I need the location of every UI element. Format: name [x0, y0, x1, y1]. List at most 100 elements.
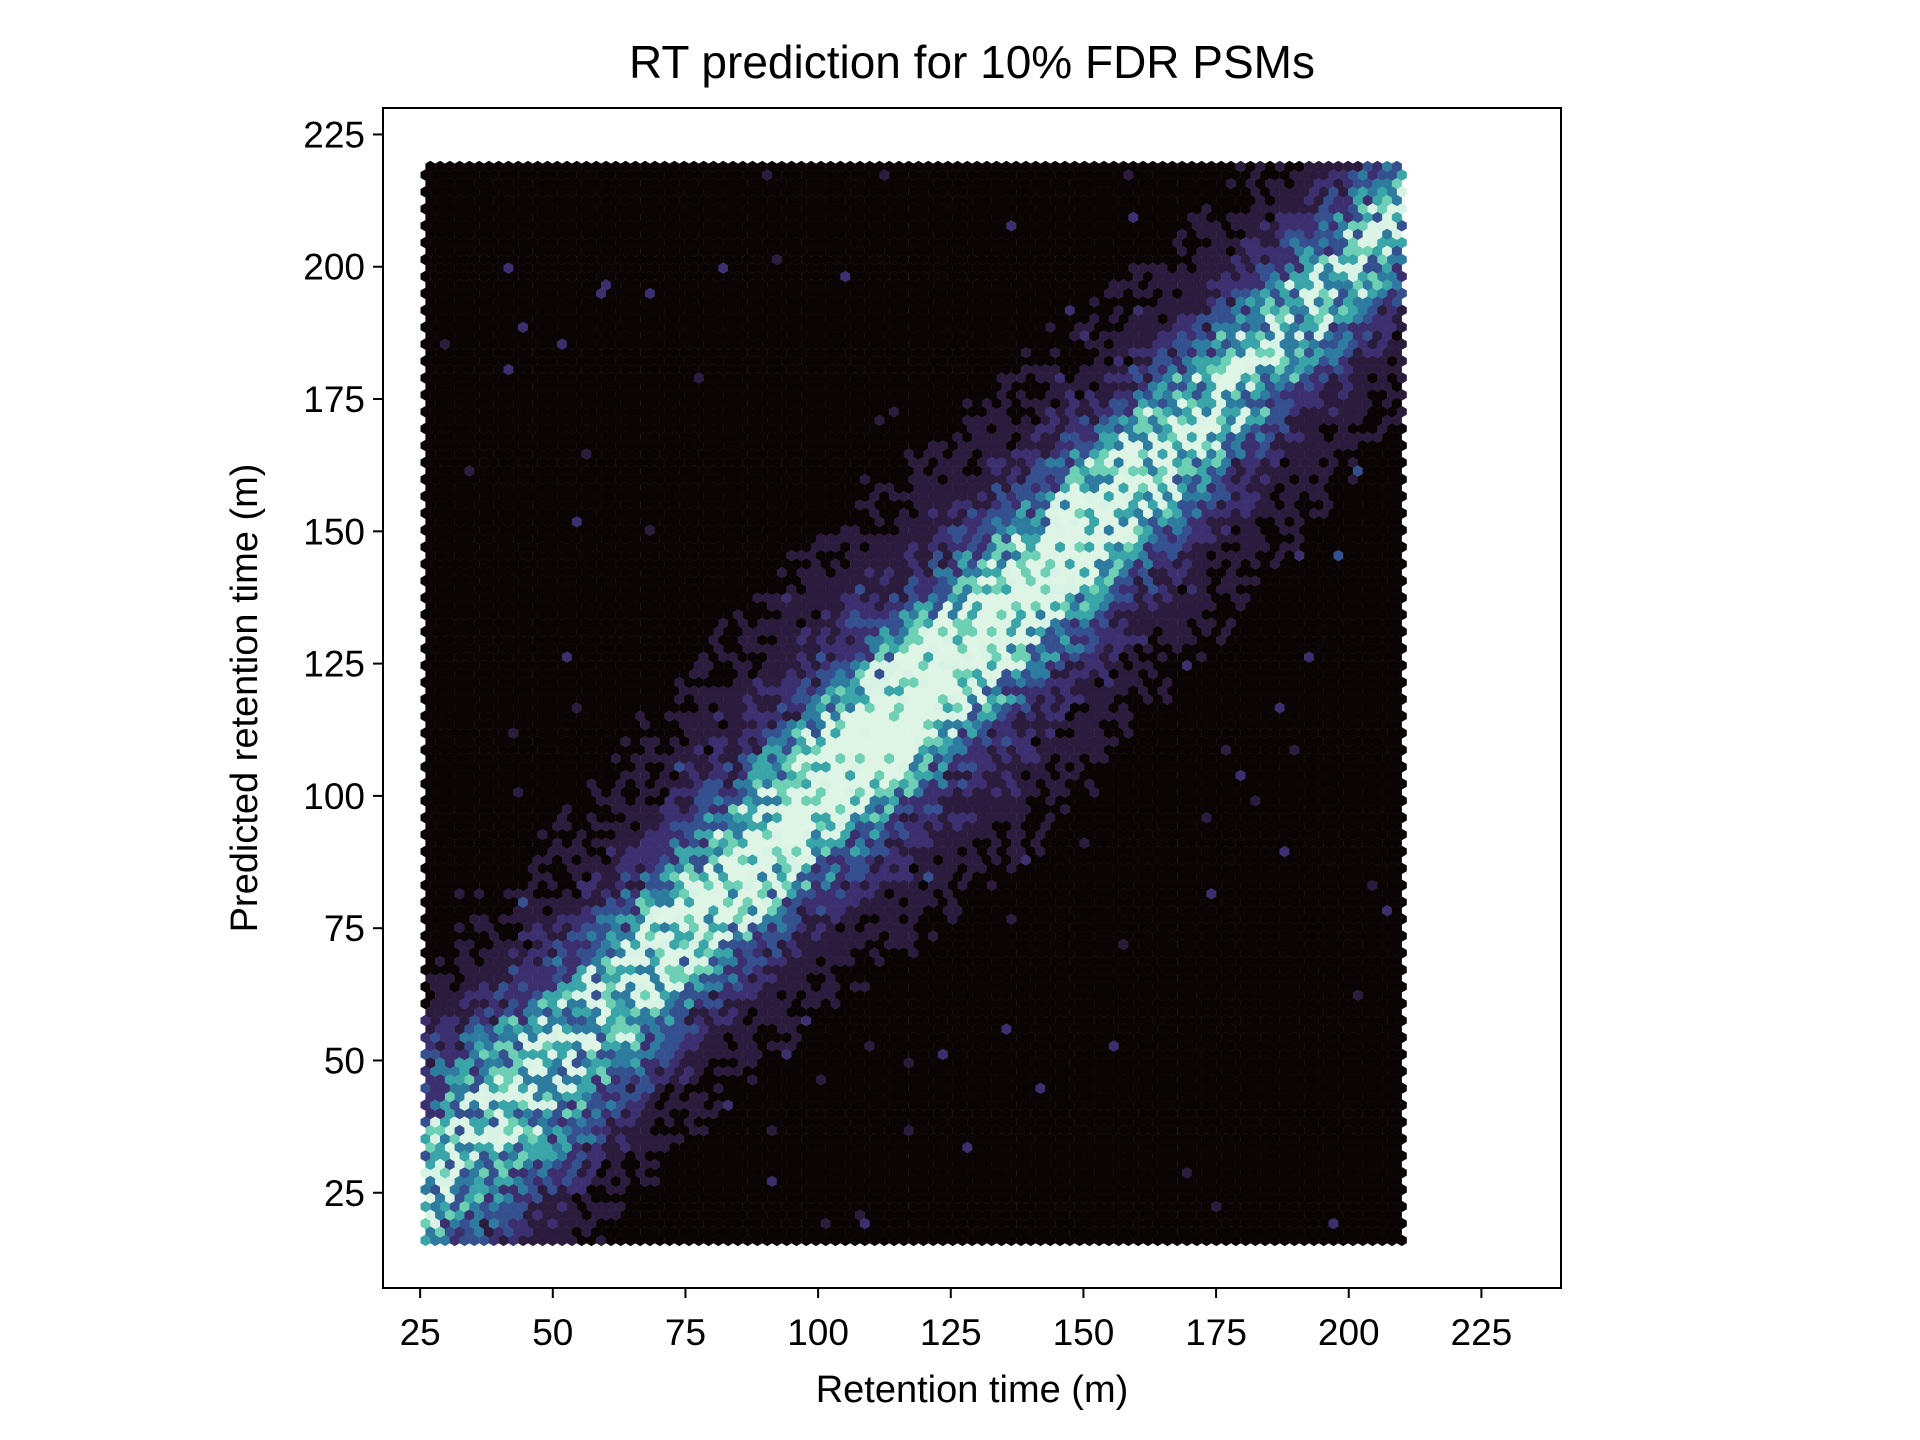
hex-cell	[469, 1234, 480, 1247]
hex-cell	[713, 1167, 724, 1179]
hex-cell	[713, 1133, 724, 1145]
hex-cell	[630, 1175, 641, 1187]
hex-cell	[1387, 1150, 1397, 1162]
hex-cell	[645, 1200, 655, 1213]
hex-cell	[991, 1192, 1002, 1204]
hex-cell	[1284, 1226, 1295, 1238]
hex-cell	[571, 1226, 582, 1238]
hex-cell	[1216, 1158, 1227, 1170]
hex-cell	[884, 1192, 895, 1204]
hex-cell	[967, 1217, 978, 1230]
hex-cell	[562, 1226, 572, 1238]
hex-cell	[1060, 1209, 1070, 1221]
hex-cell	[483, 1175, 494, 1187]
hex-cell	[1133, 1234, 1144, 1247]
hex-cell	[996, 1200, 1007, 1213]
hex-cell	[806, 1192, 817, 1204]
hex-cell	[1006, 1183, 1017, 1196]
hex-cell	[1250, 1183, 1261, 1196]
hex-cell	[1006, 1167, 1017, 1179]
hex-cell	[1279, 1200, 1290, 1213]
hex-cell	[977, 1234, 987, 1247]
hex-cell	[1250, 1167, 1261, 1179]
hex-cell	[1006, 1133, 1017, 1145]
hex-cell	[879, 1217, 890, 1230]
hex-cell	[620, 1175, 631, 1187]
hex-cell	[464, 1141, 475, 1154]
hex-cell	[503, 1175, 514, 1187]
hex-cell	[576, 1167, 587, 1179]
hex-cell	[820, 1167, 831, 1179]
hex-cell	[923, 1209, 934, 1221]
hex-cell	[801, 1217, 812, 1230]
hex-cell	[913, 1226, 924, 1238]
hex-cell	[464, 1226, 475, 1238]
hex-cell	[815, 1175, 826, 1187]
hex-cell	[469, 1133, 480, 1145]
hex-cell	[1226, 1175, 1236, 1187]
hex-cell	[1313, 1141, 1324, 1154]
hex-cell	[981, 1175, 992, 1187]
hex-cell	[898, 1167, 909, 1179]
hex-cell	[1294, 1158, 1305, 1170]
hex-cell	[728, 1141, 738, 1154]
hex-cell	[640, 1209, 651, 1221]
hex-cell	[1299, 1167, 1310, 1179]
hex-cell	[1348, 1234, 1358, 1247]
hex-cell	[1328, 1234, 1339, 1247]
hex-cell	[898, 1150, 909, 1162]
hex-cell	[1260, 1167, 1271, 1179]
hex-cell	[518, 1217, 529, 1230]
hex-cell	[581, 1192, 592, 1204]
hex-cell	[664, 1150, 675, 1162]
hex-cell	[723, 1217, 734, 1230]
hex-cell	[957, 1167, 968, 1179]
hex-cell	[615, 1217, 626, 1230]
hex-cell	[630, 1226, 641, 1238]
hex-cell	[981, 1209, 992, 1221]
hex-cell	[1172, 1200, 1183, 1213]
hex-cell	[435, 1226, 446, 1238]
hex-cell	[1099, 1192, 1109, 1204]
hex-cell	[1367, 1234, 1378, 1247]
hex-cell	[786, 1209, 797, 1221]
hex-cell	[879, 1133, 890, 1145]
hex-cell	[493, 1192, 504, 1204]
hex-cell	[1040, 1226, 1051, 1238]
hex-cell	[1035, 1183, 1046, 1196]
hex-cell	[1269, 1234, 1280, 1247]
hex-cell	[1255, 1175, 1266, 1187]
hex-cell	[1035, 1150, 1046, 1162]
hex-cell	[947, 1167, 958, 1179]
hex-cell	[674, 1234, 685, 1247]
hex-cell	[742, 1183, 753, 1196]
hex-cell	[1265, 1175, 1275, 1187]
hex-cell	[806, 1175, 817, 1187]
hex-cell	[786, 1158, 797, 1170]
hex-cell	[1226, 1141, 1236, 1154]
hex-cell	[918, 1200, 929, 1213]
hex-cell	[1230, 1234, 1241, 1247]
hex-cell	[1074, 1200, 1085, 1213]
hex-cell	[425, 1192, 436, 1204]
hex-cell	[430, 1150, 441, 1162]
hex-cell	[952, 1209, 963, 1221]
hex-cell	[566, 1234, 577, 1247]
hex-cell	[1250, 1217, 1261, 1230]
hex-cell	[693, 1217, 704, 1230]
hex-cell	[1064, 1150, 1075, 1162]
hex-cell	[679, 1192, 690, 1204]
hex-cell	[1040, 1141, 1051, 1154]
hex-cell	[1318, 1183, 1329, 1196]
hex-cell	[869, 1200, 880, 1213]
hex-cell	[601, 1175, 612, 1187]
hex-cell	[1372, 1209, 1383, 1221]
hex-cell	[1182, 1133, 1192, 1145]
hex-cell	[1338, 1200, 1349, 1213]
hex-cell	[1069, 1209, 1080, 1221]
hex-cell	[444, 1141, 455, 1154]
hex-cell	[1016, 1234, 1026, 1247]
hex-cell	[1172, 1133, 1183, 1145]
hex-cell	[840, 1150, 851, 1162]
hex-cell	[967, 1183, 978, 1196]
